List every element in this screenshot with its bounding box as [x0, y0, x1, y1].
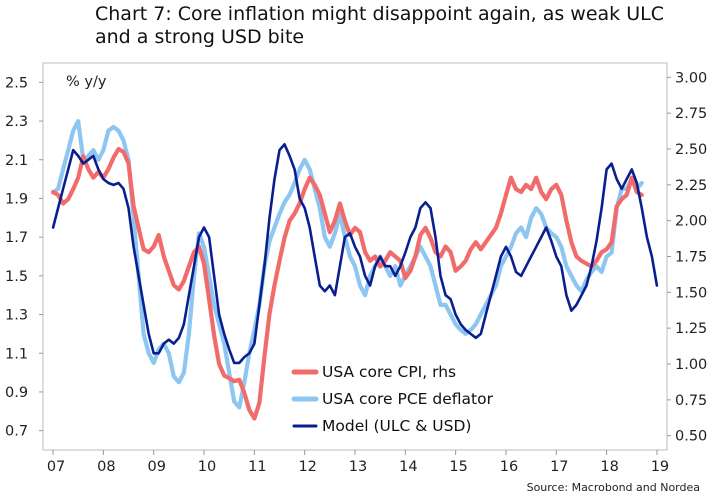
x-tick-label: 12 — [298, 459, 316, 475]
x-tick-label: 13 — [349, 459, 367, 475]
chart-title: Chart 7: Core inflation might disappoint… — [95, 3, 710, 49]
series-line-core-pce — [51, 119, 644, 410]
right-tick-label: 3.00 — [675, 70, 707, 86]
left-tick-label: 1.7 — [5, 230, 28, 246]
x-tick-label: 07 — [47, 459, 65, 475]
x-tick-label: 19 — [651, 459, 669, 475]
right-tick-label: 0.50 — [675, 429, 707, 445]
left-tick-label: 1.9 — [5, 191, 28, 207]
right-tick-label: 2.75 — [675, 106, 707, 122]
left-tick-label: 1.1 — [5, 346, 28, 362]
legend-model-label: Model (ULC & USD) — [322, 417, 471, 435]
chart-title-line-1: Chart 7: Core inflation might disappoint… — [95, 3, 664, 25]
right-tick-label: 2.00 — [675, 214, 707, 230]
right-tick-label: 1.75 — [675, 250, 707, 266]
right-tick-label: 1.00 — [675, 357, 707, 373]
legend: USA core CPI, rhs USA core PCE deflator Mo… — [291, 363, 494, 435]
right-tick-label: 2.50 — [675, 142, 707, 158]
source-note: Source: Macrobond and Nordea — [526, 481, 700, 494]
left-tick-label: 0.7 — [5, 424, 28, 440]
x-tick-label: 14 — [399, 459, 417, 475]
x-tick-label: 16 — [500, 459, 518, 475]
left-tick-label: 0.9 — [5, 385, 28, 401]
right-tick-label: 1.50 — [675, 285, 707, 301]
series-lines — [51, 119, 659, 421]
right-tick-label: 1.25 — [675, 321, 707, 337]
left-axis-ticks: 2.5 2.3 2.1 1.9 1.7 1.5 1.3 1.1 0.9 0.7 — [5, 75, 43, 440]
left-tick-label: 1.5 — [5, 269, 28, 285]
legend-core-cpi-label: USA core CPI, rhs — [322, 363, 456, 381]
left-axis-label: % y/y — [66, 74, 107, 90]
left-tick-label: 2.3 — [5, 114, 28, 130]
x-tick-label: 10 — [198, 459, 216, 475]
series-line-model — [51, 143, 659, 365]
right-tick-label: 2.25 — [675, 178, 707, 194]
x-tick-label: 08 — [97, 459, 115, 475]
x-tick-label: 11 — [248, 459, 266, 475]
left-tick-label: 1.3 — [5, 308, 28, 324]
series-line-core-cpi — [51, 146, 644, 421]
x-axis-ticks: 07 08 09 10 11 12 13 14 15 16 17 18 19 — [47, 450, 669, 475]
right-tick-label: 0.75 — [675, 393, 707, 409]
left-tick-label: 2.1 — [5, 153, 28, 169]
x-tick-label: 15 — [449, 459, 467, 475]
left-tick-label: 2.5 — [5, 75, 28, 91]
x-tick-label: 17 — [550, 459, 568, 475]
x-tick-label: 09 — [147, 459, 165, 475]
chart-title-line-2: and a strong USD bite — [95, 26, 305, 48]
right-axis-ticks: 3.00 2.75 2.50 2.25 2.00 1.75 1.50 1.25 1.00 0.75… — [667, 70, 707, 445]
legend-core-pce-label: USA core PCE deflator — [322, 390, 494, 408]
x-tick-label: 18 — [600, 459, 618, 475]
